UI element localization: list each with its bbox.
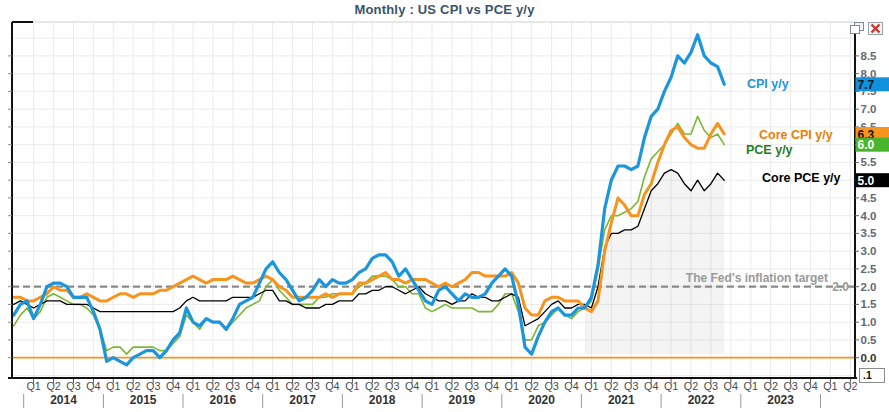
last-value-box-core-pce-y-y: 5.0 [856, 173, 889, 188]
y-axis-labels: 8.58.07.57.06.56.05.55.04.54.03.53.02.52… [861, 50, 878, 364]
svg-text:Q4: Q4 [644, 380, 658, 392]
svg-text:5.0: 5.0 [858, 174, 875, 188]
svg-text:Q4: Q4 [325, 380, 339, 392]
legend-label-core-cpi-y-y: Core CPI y/y [759, 128, 833, 142]
svg-text:Q4: Q4 [564, 380, 578, 392]
svg-text:Q4: Q4 [485, 380, 499, 392]
svg-text:Q1: Q1 [504, 380, 518, 392]
svg-text:Q2: Q2 [524, 380, 538, 392]
svg-text:Q1: Q1 [823, 380, 837, 392]
legend-label-core-pce-y-y: Core PCE y/y [762, 171, 841, 185]
svg-text:Q2: Q2 [445, 380, 459, 392]
svg-text:7.0: 7.0 [861, 103, 877, 115]
svg-text:2021: 2021 [608, 393, 635, 407]
svg-text:Q2: Q2 [684, 380, 698, 392]
fed-target-label: The Fed's inflation target [686, 271, 828, 285]
svg-text:3.0: 3.0 [861, 245, 877, 257]
svg-text:Q1: Q1 [265, 380, 279, 392]
svg-text:Q2: Q2 [604, 380, 618, 392]
svg-text:4.5: 4.5 [861, 192, 878, 204]
svg-text:1.0: 1.0 [861, 316, 877, 328]
restore-window-icon[interactable] [850, 21, 865, 34]
chart-canvas[interactable]: 8.58.07.57.06.56.05.55.04.54.03.53.02.52… [0, 0, 889, 412]
svg-text:Q4: Q4 [246, 380, 260, 392]
svg-text:2017: 2017 [289, 393, 316, 407]
svg-text:2018: 2018 [369, 393, 396, 407]
svg-text:2016: 2016 [210, 393, 237, 407]
svg-text:2023: 2023 [767, 393, 794, 407]
chart-window: Monthly : US CPI vs PCE y/y 8.58.07.57.0… [0, 0, 889, 412]
gridlines [12, 22, 855, 378]
svg-text:Q3: Q3 [146, 380, 160, 392]
last-value-box-pce-y-y: 6.0 [856, 138, 889, 153]
svg-text:1.5: 1.5 [861, 298, 878, 310]
svg-text:Q1: Q1 [106, 380, 120, 392]
svg-text:Q1: Q1 [744, 380, 758, 392]
svg-text:Q1: Q1 [345, 380, 359, 392]
axis-ticks [8, 56, 859, 383]
svg-text:Q3: Q3 [385, 380, 399, 392]
svg-text:Q3: Q3 [783, 380, 797, 392]
plot-area[interactable]: 8.58.07.57.06.56.05.55.04.54.03.53.02.52… [0, 0, 889, 412]
window-controls [850, 21, 886, 35]
svg-text:Q3: Q3 [544, 380, 558, 392]
svg-text:Q3: Q3 [624, 380, 638, 392]
svg-text:Q2: Q2 [285, 380, 299, 392]
svg-text:Q2: Q2 [126, 380, 140, 392]
svg-text:Q4: Q4 [405, 380, 419, 392]
svg-text:5.5: 5.5 [861, 156, 878, 168]
svg-text:Q3: Q3 [305, 380, 319, 392]
fed-target-value: 2.0 [832, 280, 849, 294]
svg-text:Q4: Q4 [724, 380, 738, 392]
svg-text:3.5: 3.5 [861, 227, 878, 239]
svg-text:4.0: 4.0 [861, 210, 877, 222]
svg-text:0.5: 0.5 [861, 334, 878, 346]
x-axis-quarter-labels: Q1 Q2 Q3 Q4 Q1 Q2 Q3 Q4 Q1 Q2 Q3 Q4 Q1 Q2 Q3 Q4 Q1 Q2 Q3 Q4… [26, 380, 857, 392]
svg-text:6.0: 6.0 [858, 138, 875, 152]
svg-text:2022: 2022 [688, 393, 715, 407]
svg-text:7.7: 7.7 [858, 78, 875, 92]
svg-text:Q1: Q1 [584, 380, 598, 392]
page-indicator-button[interactable]: .1 [859, 368, 885, 383]
svg-text:2020: 2020 [528, 393, 555, 407]
svg-text:Q2: Q2 [843, 380, 857, 392]
legend-label-cpi-y-y: CPI y/y [747, 77, 789, 91]
svg-text:8.5: 8.5 [861, 50, 878, 62]
svg-text:Q3: Q3 [226, 380, 240, 392]
svg-text:Q4: Q4 [86, 380, 100, 392]
svg-text:Q4: Q4 [803, 380, 817, 392]
last-value-box-cpi-y-y: 7.7 [856, 77, 889, 92]
close-icon[interactable] [868, 21, 883, 34]
svg-text:Q1: Q1 [425, 380, 439, 392]
svg-text:2015: 2015 [130, 393, 157, 407]
svg-text:2019: 2019 [449, 393, 476, 407]
svg-text:Q3: Q3 [66, 380, 80, 392]
svg-text:Q1: Q1 [26, 380, 40, 392]
svg-text:2014: 2014 [50, 393, 77, 407]
svg-text:Q1: Q1 [664, 380, 678, 392]
svg-text:2.5: 2.5 [861, 263, 878, 275]
svg-text:Q4: Q4 [166, 380, 180, 392]
svg-text:Q1: Q1 [186, 380, 200, 392]
svg-text:2.0: 2.0 [861, 281, 877, 293]
svg-text:Q2: Q2 [365, 380, 379, 392]
legend-label-pce-y-y: PCE y/y [746, 143, 793, 157]
svg-text:Q3: Q3 [704, 380, 718, 392]
svg-text:Q2: Q2 [46, 380, 60, 392]
svg-text:Q2: Q2 [206, 380, 220, 392]
svg-text:Q3: Q3 [465, 380, 479, 392]
svg-text:Q2: Q2 [763, 380, 777, 392]
svg-text:0.0: 0.0 [861, 352, 877, 364]
